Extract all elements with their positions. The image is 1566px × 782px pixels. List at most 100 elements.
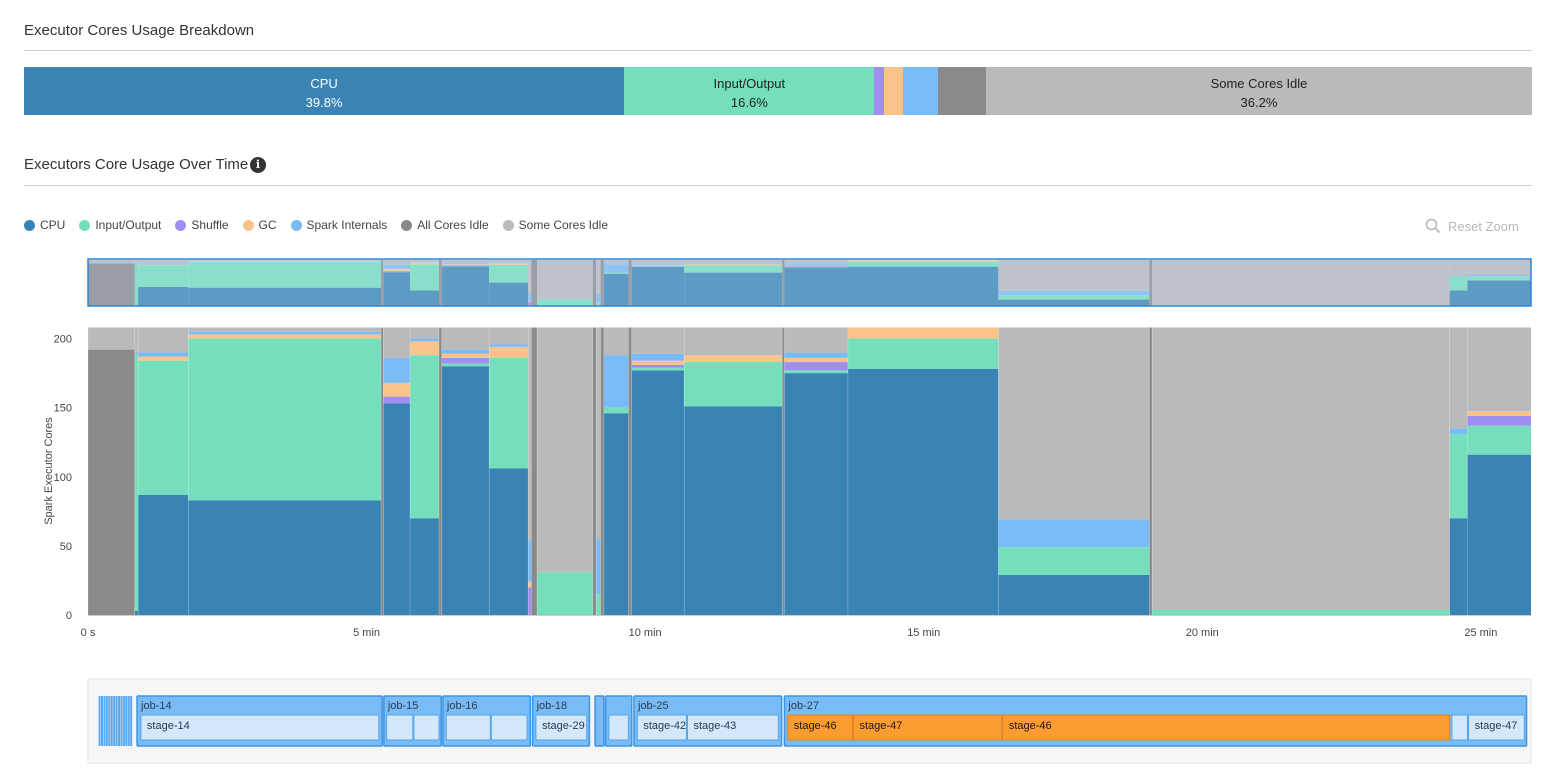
navigator-selection-window[interactable] [87,258,1532,307]
legend-item-shuffle[interactable]: Shuffle [175,218,229,232]
navigator-input-output-area [489,264,529,283]
job-bar[interactable] [108,696,111,746]
series-input-output-area [138,360,189,495]
stage-bar[interactable] [140,714,380,741]
navigator-cpu-area [441,266,490,306]
legend-item-input-output[interactable]: Input/Output [79,218,161,232]
navigator-input-output-area [631,266,685,267]
series-all-cores-idle-area [592,327,597,615]
job-bar[interactable] [103,696,106,746]
series-spark-internals-area [1467,409,1531,411]
navigator-input-output-area [134,264,139,306]
navigator-spark-internals-area [489,262,529,264]
job-bar[interactable] [120,696,123,746]
navigator-all-cores-idle-area [782,260,785,306]
range-navigator[interactable] [87,258,1532,307]
stage-bar[interactable] [1002,714,1451,741]
breakdown-segment-cpu[interactable]: CPU 39.8% [24,67,625,115]
legend-item-all-cores-idle[interactable]: All Cores Idle [401,218,489,232]
stage-bar[interactable] [386,714,414,741]
navigator-some-cores-idle-area [596,260,601,294]
navigator-some-cores-idle-area [603,260,629,265]
stage-bar[interactable] [413,714,440,741]
breakdown-segment-percent: 39.8% [305,95,343,110]
navigator-cpu-area [410,290,439,306]
stage-bar[interactable] [636,714,687,741]
job-bar[interactable] [130,696,133,746]
chart-axes: 0 50 100 150 200 0 s 5 min 10 min 15 min 20 min 25… [43,334,1531,639]
navigator-all-cores-idle-area [381,260,384,306]
stage-bar[interactable] [853,714,1003,741]
job-bar[interactable] [442,695,532,747]
job-bar[interactable] [122,696,125,746]
breakdown-segment-all-cores-idle[interactable] [937,67,987,115]
navigator-some-cores-idle-area [383,260,411,265]
stage-bar[interactable] [1451,714,1468,741]
navigator-input-output-area [847,261,999,267]
series-cpu-area [784,373,848,615]
job-bar[interactable] [594,695,605,747]
series-input-output-area [537,572,593,615]
legend-label: All Cores Idle [417,218,489,232]
magnifier-icon [1425,218,1441,234]
legend-item-gc[interactable]: GC [242,218,277,232]
job-bar[interactable] [115,696,118,746]
job-bar[interactable] [136,695,383,747]
series-cpu-area [631,370,685,615]
series-cpu-area [134,610,139,615]
series-shuffle-area [784,362,848,371]
stage-bar[interactable] [1468,714,1525,741]
job-bar[interactable] [783,695,1528,747]
x-tick-label: 10 min [629,627,662,639]
x-tick-label: 25 min [1464,627,1497,639]
breakdown-segment-input-output[interactable]: Input/Output 16.6% [624,67,875,115]
breakdown-segment-shuffle[interactable] [874,67,884,115]
job-bar[interactable] [604,695,633,747]
job-bar[interactable] [105,696,108,746]
navigator-gc-area [383,268,411,272]
job-bar[interactable] [98,696,101,746]
job-bar[interactable] [127,696,130,746]
series-spark-internals-area [138,352,189,357]
main-plot-area [87,327,1531,615]
series-input-output-area [847,338,999,369]
navigator-spark-internals-area [134,263,139,265]
job-bar[interactable] [113,696,116,746]
job-bar[interactable] [125,696,128,746]
legend-item-spark-internals[interactable]: Spark Internals [290,218,387,232]
breakdown-segment-gc[interactable] [883,67,904,115]
stage-bar[interactable] [535,714,588,741]
legend-item-cpu[interactable]: CPU [24,218,65,232]
series-some-cores-idle-area [784,327,848,353]
series-cpu-area [1467,454,1531,615]
series-all-cores-idle-area [600,327,604,615]
stage-bar[interactable] [608,714,629,741]
breakdown-segment-some-cores-idle[interactable]: Some Cores Idle 36.2% [986,67,1532,115]
navigator-input-output-area [998,295,1150,300]
stage-label: stage-43 [693,720,736,732]
legend-item-some-cores-idle[interactable]: Some Cores Idle [502,218,608,232]
job-bar[interactable] [531,695,591,747]
breakdown-segment-label: Some Cores Idle [1210,76,1308,91]
y-axis-label: Spark Executor Cores [43,417,55,525]
series-input-output-area [998,547,1150,575]
job-bar[interactable] [110,696,113,746]
series-spark-internals-area [528,540,532,582]
navigator-some-cores-idle-area [441,260,490,264]
job-bar[interactable] [383,695,442,747]
breakdown-segment-spark-internals[interactable] [903,67,938,115]
stage-bar[interactable] [787,714,853,741]
stage-bar[interactable] [445,714,491,741]
job-bar[interactable] [633,695,783,747]
job-label: job-18 [536,700,568,712]
stage-bar[interactable] [686,714,779,741]
navigator-some-cores-idle-area [537,260,593,300]
info-icon[interactable]: i [250,157,266,173]
job-bar[interactable] [101,696,104,746]
stage-bar[interactable] [490,714,528,741]
series-cpu-area [847,368,999,615]
series-gc-area [188,334,382,339]
reset-zoom-button[interactable]: Reset Zoom [1425,218,1519,234]
series-all-cores-idle-area [1149,327,1153,615]
job-bar[interactable] [118,696,121,746]
